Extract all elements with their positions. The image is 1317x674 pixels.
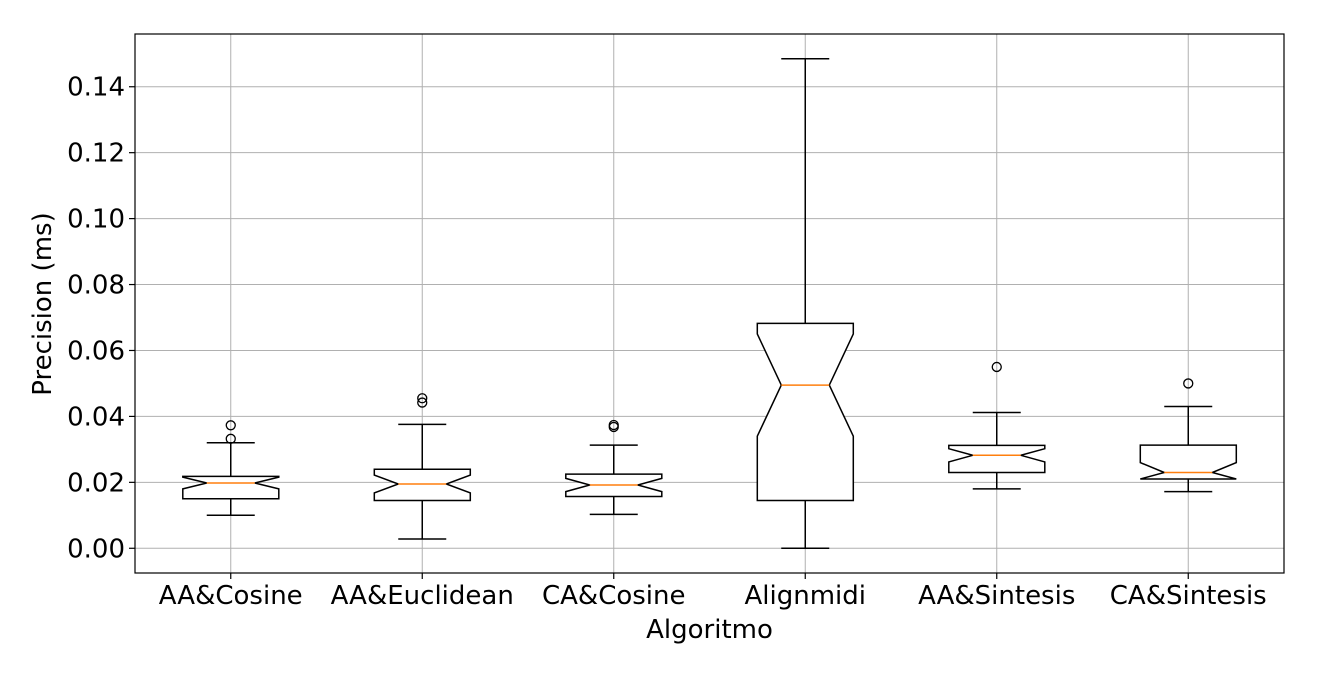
- notched-box: [182, 475, 280, 500]
- outlier-point: [417, 393, 428, 404]
- y-tick-label: 0.02: [67, 468, 125, 498]
- x-tick-label: AA&Cosine: [159, 581, 303, 611]
- y-tick-label: 0.10: [67, 205, 125, 235]
- outlier-point: [1183, 378, 1194, 389]
- notched-box: [1139, 444, 1238, 480]
- x-tick-label: CA&Sintesis: [1110, 581, 1267, 611]
- box-group: [756, 57, 855, 550]
- x-tick-label: AA&Euclidean: [331, 581, 514, 611]
- x-tick-label: AA&Sintesis: [918, 581, 1075, 611]
- x-tick-label: Alignmidi: [745, 581, 867, 611]
- y-tick-label: 0.14: [67, 73, 125, 103]
- x-tick-label: CA&Cosine: [542, 581, 686, 611]
- x-axis-label: Algoritmo: [646, 615, 773, 645]
- grid-layer: [135, 34, 1284, 573]
- y-tick-label: 0.06: [67, 336, 125, 366]
- y-tick-label: 0.00: [67, 534, 125, 564]
- box-group: [565, 419, 663, 516]
- box-group: [1139, 378, 1238, 493]
- y-tick-label: 0.12: [67, 139, 125, 169]
- notched-box: [948, 444, 1046, 474]
- plot-frame: [134, 33, 1285, 574]
- outlier-point: [991, 361, 1002, 373]
- box-group: [182, 420, 280, 517]
- outlier-point: [225, 420, 236, 431]
- notched-box: [756, 322, 855, 502]
- box-group: [948, 361, 1046, 490]
- y-axis-label: Precision (ms): [28, 212, 58, 395]
- outlier-point: [417, 397, 428, 408]
- outlier-point: [225, 433, 236, 444]
- y-tick-label: 0.08: [67, 271, 125, 301]
- boxes-layer: [182, 57, 1238, 550]
- box-group: [373, 393, 472, 540]
- notched-box: [373, 468, 472, 502]
- ticks-layer: 0.00 0.02 0.04 0.06 0.08 0.10 0.12 0.14 AA&Cosin…: [67, 73, 1267, 611]
- outlier-point: [608, 419, 619, 431]
- y-tick-label: 0.04: [67, 402, 125, 432]
